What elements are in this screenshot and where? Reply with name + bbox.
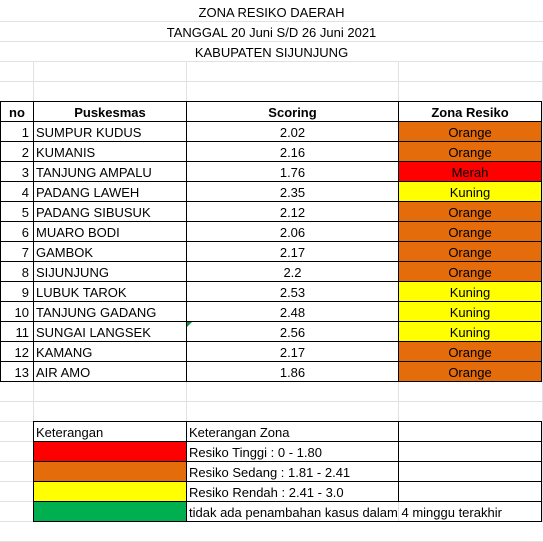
row-zona[interactable]: Merah [398,161,542,182]
header-puskesmas[interactable]: Puskesmas [33,101,187,122]
row-puskesmas[interactable]: KAMANG [33,341,187,362]
row-zona[interactable]: Orange [398,341,542,362]
row-scoring[interactable]: 1.76 [186,161,399,182]
row-no[interactable]: 13 [0,361,34,382]
row-puskesmas[interactable]: KUMANIS [33,141,187,162]
row-scoring[interactable]: 2.16 [186,141,399,162]
row-zona[interactable]: Orange [398,221,542,242]
row-zona[interactable]: Orange [398,201,542,222]
row-no[interactable]: 8 [0,261,34,282]
legend-text[interactable]: Resiko Tinggi : 0 - 1.80 [186,441,542,462]
row-scoring[interactable]: 2.56 [186,321,399,342]
row-scoring[interactable]: 2.53 [186,281,399,302]
row-no[interactable]: 12 [0,341,34,362]
row-no[interactable]: 5 [0,201,34,222]
row-zona[interactable]: Kuning [398,321,542,342]
row-zona[interactable]: Kuning [398,281,542,302]
row-scoring[interactable]: 2.35 [186,181,399,202]
row-puskesmas[interactable]: LUBUK TAROK [33,281,187,302]
legend-divider [398,481,399,502]
row-no[interactable]: 7 [0,241,34,262]
row-puskesmas[interactable]: MUARO BODI [33,221,187,242]
row-puskesmas[interactable]: SUNGAI LANGSEK [33,321,187,342]
row-zona[interactable]: Orange [398,361,542,382]
row-puskesmas[interactable]: TANJUNG AMPALU [33,161,187,182]
header-no[interactable]: no [0,101,34,122]
row-no[interactable]: 10 [0,301,34,322]
cell-error-indicator-icon [187,322,192,327]
legend-color-swatch[interactable] [33,481,187,502]
title-line-1: ZONA RESIKO DAERAH [198,5,345,20]
legend-zona-label[interactable]: Keterangan Zona [186,421,399,442]
legend-text[interactable]: Resiko Rendah : 2.41 - 3.0 [186,481,542,502]
row-scoring[interactable]: 2.17 [186,241,399,262]
row-no[interactable]: 1 [0,121,34,142]
legend-text[interactable]: Resiko Sedang : 1.81 - 2.41 [186,461,542,482]
legend-divider [398,461,399,482]
legend-label[interactable]: Keterangan [33,421,187,442]
row-scoring[interactable]: 2.2 [186,261,399,282]
legend-text[interactable]: tidak ada penambahan kasus dalam 4 mingg… [186,501,542,522]
row-scoring[interactable]: 1.86 [186,361,399,382]
row-zona[interactable]: Orange [398,261,542,282]
legend-color-swatch[interactable] [33,501,187,522]
row-zona[interactable]: Kuning [398,301,542,322]
gridline-h [0,401,543,402]
gridline-h [0,21,543,22]
gridline-h [0,41,543,42]
header-scoring[interactable]: Scoring [186,101,399,122]
row-puskesmas[interactable]: TANJUNG GADANG [33,301,187,322]
row-zona[interactable]: Orange [398,241,542,262]
title-line-2: TANGGAL 20 Juni S/D 26 Juni 2021 [166,25,377,40]
spreadsheet: ZONA RESIKO DAERAH TANGGAL 20 Juni S/D 2… [0,5,543,542]
row-scoring[interactable]: 2.06 [186,221,399,242]
header-zona-resiko[interactable]: Zona Resiko [398,101,542,122]
row-zona[interactable]: Kuning [398,181,542,202]
row-no[interactable]: 11 [0,321,34,342]
gridline-h [0,61,543,62]
row-no[interactable]: 2 [0,141,34,162]
row-puskesmas[interactable]: PADANG SIBUSUK [33,201,187,222]
row-puskesmas[interactable]: SUMPUR KUDUS [33,121,187,142]
row-puskesmas[interactable]: GAMBOK [33,241,187,262]
row-scoring[interactable]: 2.02 [186,121,399,142]
row-scoring[interactable]: 2.17 [186,341,399,362]
row-zona[interactable]: Orange [398,141,542,162]
row-zona[interactable]: Orange [398,121,542,142]
row-puskesmas[interactable]: SIJUNJUNG [33,261,187,282]
title-line-3: KABUPATEN SIJUNJUNG [194,45,349,60]
row-no[interactable]: 9 [0,281,34,302]
gridline-h [0,81,543,82]
row-puskesmas[interactable]: PADANG LAWEH [33,181,187,202]
legend-divider [398,441,399,462]
row-no[interactable]: 4 [0,181,34,202]
legend-color-swatch[interactable] [33,461,187,482]
row-scoring[interactable]: 2.12 [186,201,399,222]
row-no[interactable]: 6 [0,221,34,242]
row-scoring[interactable]: 2.48 [186,301,399,322]
legend-empty-cell[interactable] [398,421,542,442]
row-puskesmas[interactable]: AIR AMO [33,361,187,382]
row-no[interactable]: 3 [0,161,34,182]
legend-color-swatch[interactable] [33,441,187,462]
